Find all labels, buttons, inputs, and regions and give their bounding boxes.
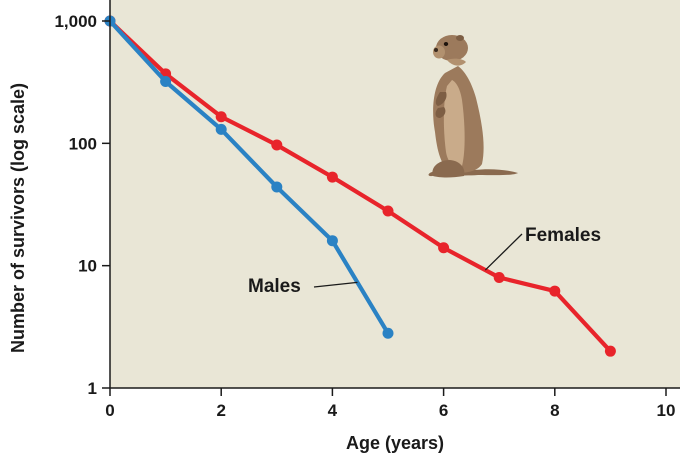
labels-layer: Age (years) Number of survivors (log sca… [8,83,601,453]
males-point-3 [271,181,283,193]
males-point-4 [326,235,338,247]
x-tick-label-3: 6 [439,401,448,420]
females-point-8 [549,285,561,297]
females-series-label: Females [525,225,601,246]
ground-squirrel-illustration [428,35,518,178]
x-tick-label-5: 10 [657,401,676,420]
females-point-6 [438,242,450,254]
y-tick-label-1: 10 [78,257,97,276]
males-point-1 [160,76,172,88]
males-series-label: Males [248,276,301,297]
plot-area [110,0,680,388]
x-axis-label: Age (years) [346,433,444,453]
x-tick-label-0: 0 [105,401,114,420]
females-point-9 [604,345,616,357]
males-point-2 [215,123,227,135]
females-point-7 [493,272,505,284]
x-tick-label-1: 2 [216,401,225,420]
y-tick-label-2: 100 [69,134,97,153]
y-tick-label-0: 1 [88,379,97,398]
x-tick-label-4: 8 [550,401,559,420]
females-point-2 [215,111,227,123]
females-point-4 [326,171,338,183]
females-point-3 [271,139,283,151]
males-line [107,18,391,336]
y-axis-label: Number of survivors (log scale) [8,83,28,353]
females-line [107,18,613,354]
males-leader-line [313,281,358,288]
axes-layer: 1 10 100 1,000 0 2 4 6 8 10 [54,0,680,420]
females-point-5 [382,205,394,217]
y-tick-label-3: 1,000 [54,12,97,31]
x-tick-label-2: 4 [328,401,338,420]
series-layer [104,15,616,357]
females-leader-line [484,233,523,271]
males-point-5 [382,327,394,339]
